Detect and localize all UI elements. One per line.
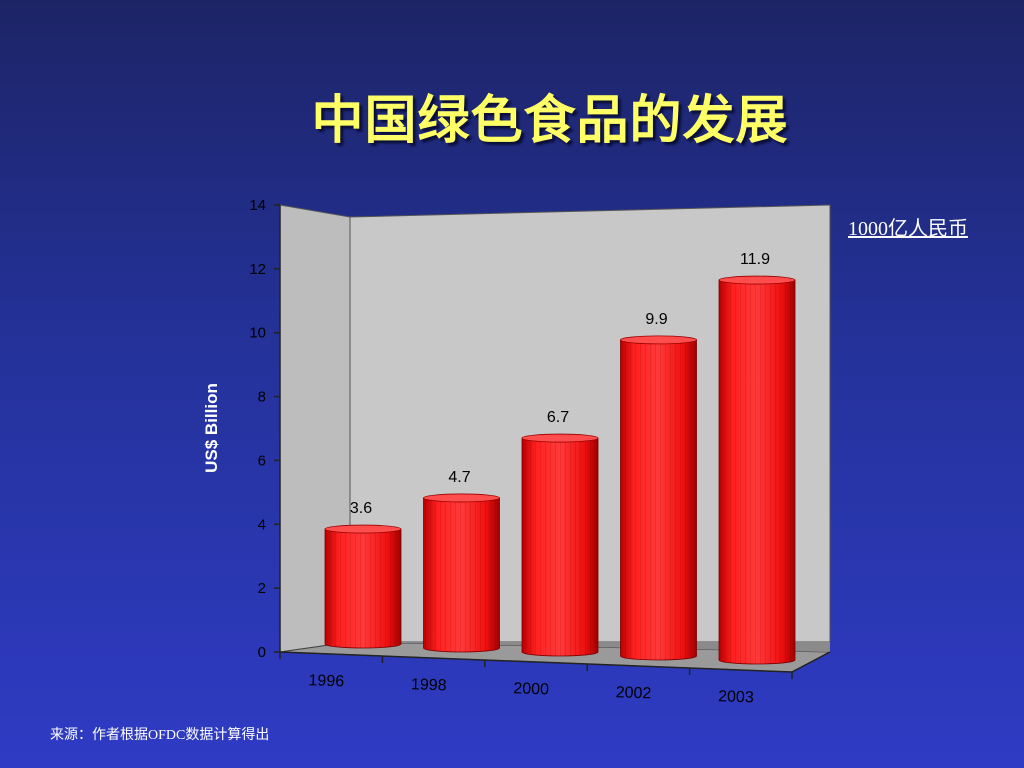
y-tick-label: 6 <box>258 452 266 469</box>
y-tick-label: 10 <box>249 325 266 342</box>
y-tick-label: 8 <box>258 389 266 406</box>
data-label: 9.9 <box>645 311 667 328</box>
y-tick-label: 2 <box>258 580 266 597</box>
bar-texture <box>620 339 697 660</box>
bar-texture <box>719 280 795 664</box>
bar-top <box>324 524 402 534</box>
source-note: 来源：作者根据OFDC数据计算得出 <box>50 728 270 743</box>
y-tick-label: 12 <box>249 261 266 278</box>
y-tick-label: 14 <box>249 197 266 214</box>
bar-texture <box>522 438 598 656</box>
unit-note: 1000亿人民币 <box>848 218 968 240</box>
x-tick-label: 1998 <box>411 676 447 694</box>
data-label: 4.7 <box>448 469 470 486</box>
y-tick-label: 4 <box>258 516 266 533</box>
x-tick-label: 1996 <box>308 672 344 690</box>
x-tick-label: 2000 <box>513 680 549 698</box>
y-axis-title: US$ Billion <box>202 383 221 473</box>
bar-texture <box>423 497 500 652</box>
bar-texture <box>325 529 401 648</box>
x-tick-label: 2002 <box>615 684 651 702</box>
data-label: 3.6 <box>350 500 372 517</box>
bar-top <box>423 493 500 503</box>
y-tick-label: 0 <box>258 644 266 661</box>
data-label: 6.7 <box>547 409 569 426</box>
x-tick-label: 2003 <box>718 688 754 706</box>
slide-title: 中国绿色食品的发展 <box>311 91 789 151</box>
x-axis-line <box>279 651 793 673</box>
x-axis-right-edge <box>791 651 831 673</box>
data-label: 11.9 <box>740 251 770 268</box>
bar-top <box>620 335 697 345</box>
bar-top <box>718 275 796 285</box>
bar-top <box>521 433 599 443</box>
